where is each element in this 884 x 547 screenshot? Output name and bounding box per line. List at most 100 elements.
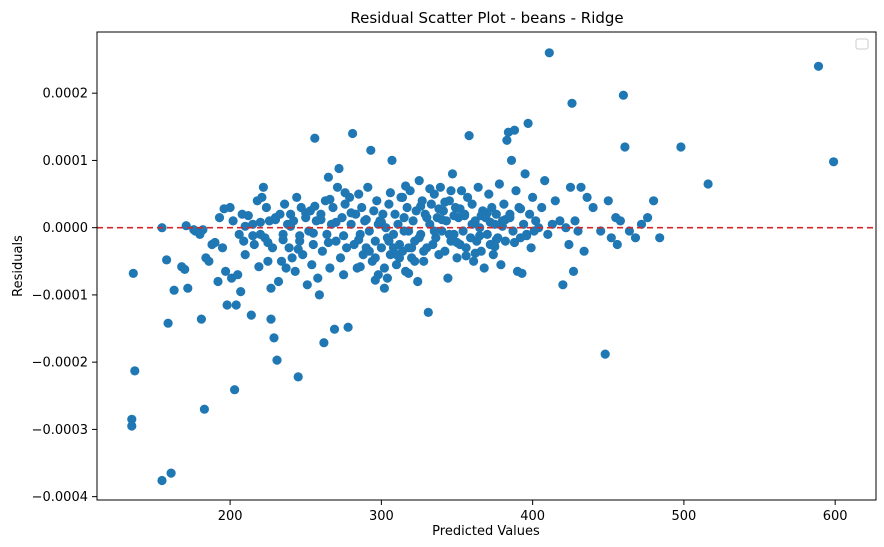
- scatter-point-24: [213, 276, 223, 287]
- scatter-point-292: [323, 237, 333, 248]
- scatter-point-321: [476, 211, 486, 221]
- scatter-point-293: [316, 215, 326, 225]
- scatter-point-242: [567, 98, 577, 108]
- scatter-point-91: [322, 229, 332, 239]
- scatter-point-243: [568, 266, 579, 276]
- scatter-point-302: [248, 231, 258, 241]
- scatter-point-235: [547, 219, 557, 229]
- scatter-point-180: [456, 186, 467, 196]
- y-tick-label-6: 0.0002: [43, 87, 89, 102]
- scatter-point-258: [620, 142, 630, 152]
- scatter-point-300: [263, 237, 273, 248]
- scatter-point-108: [348, 128, 358, 139]
- scatter-point-320: [470, 248, 480, 258]
- scatter-point-54: [266, 283, 276, 293]
- scatter-point-32: [228, 216, 238, 226]
- scatter-point-0: [128, 268, 138, 278]
- scatter-point-311: [364, 246, 374, 256]
- scatter-point-71: [290, 266, 300, 276]
- scatter-point-318: [455, 204, 465, 214]
- scatter-point-89: [319, 338, 329, 348]
- scatter-point-171: [443, 273, 453, 283]
- scatter-point-297: [286, 221, 296, 231]
- scatter-point-324: [500, 215, 510, 225]
- scatter-point-305: [394, 253, 405, 263]
- scatter-point-120: [366, 145, 376, 155]
- scatter-point-57: [269, 333, 279, 343]
- scatter-point-238: [558, 280, 568, 290]
- scatter-point-152: [414, 176, 424, 186]
- scatter-point-166: [435, 182, 445, 192]
- x-tick-label-3: 500: [671, 509, 696, 524]
- scatter-point-201: [488, 250, 498, 260]
- scatter-point-72: [292, 192, 302, 202]
- y-tick-label-3: −0.0001: [32, 288, 88, 303]
- y-tick-label-1: −0.0003: [32, 423, 88, 438]
- scatter-point-209: [500, 236, 510, 246]
- scatter-point-28: [221, 266, 231, 276]
- scatter-point-245: [573, 226, 583, 236]
- scatter-point-184: [463, 192, 473, 202]
- scatter-point-208: [499, 199, 509, 209]
- scatter-point-142: [399, 213, 409, 223]
- chart-title: Residual Scatter Plot - beans - Ridge: [350, 9, 623, 27]
- scatter-point-26: [217, 243, 228, 253]
- scatter-point-30: [225, 202, 235, 213]
- scatter-point-233: [543, 229, 553, 239]
- scatter-point-34: [231, 300, 241, 310]
- scatter-point-298: [278, 235, 288, 245]
- scatter-point-136: [390, 209, 400, 219]
- scatter-point-21: [204, 256, 214, 266]
- scatter-point-309: [379, 263, 389, 273]
- scatter-point-272: [422, 213, 432, 223]
- scatter-point-244: [570, 216, 580, 226]
- scatter-point-13: [183, 283, 193, 293]
- scatter-point-127: [376, 243, 386, 253]
- scatter-point-67: [284, 243, 294, 253]
- scatter-point-9: [169, 285, 179, 295]
- scatter-point-236: [550, 196, 560, 206]
- scatter-point-220: [517, 268, 527, 278]
- scatter-point-135: [388, 229, 399, 239]
- y-axis-label: Residuals: [11, 235, 26, 297]
- scatter-point-325: [509, 237, 520, 248]
- scatter-point-206: [496, 260, 506, 270]
- scatter-point-73: [293, 372, 303, 382]
- scatter-point-291: [331, 217, 341, 227]
- scatter-point-290: [339, 231, 349, 241]
- scatter-point-151: [413, 276, 423, 287]
- scatter-point-36: [234, 229, 244, 239]
- scatter-point-310: [370, 253, 380, 263]
- scatter-point-241: [565, 182, 576, 192]
- scatter-point-333: [404, 268, 414, 278]
- scatter-point-262: [643, 213, 653, 223]
- scatter-point-138: [393, 219, 403, 229]
- scatter-point-112: [354, 189, 364, 199]
- scatter-point-128: [378, 209, 388, 219]
- scatter-point-332: [382, 273, 392, 283]
- scatter-point-48: [257, 192, 267, 202]
- legend-box: [855, 38, 869, 50]
- scatter-point-216: [511, 186, 521, 196]
- scatter-point-2: [127, 421, 137, 431]
- scatter-point-266: [703, 179, 713, 189]
- scatter-point-331: [446, 186, 456, 196]
- scatter-point-100: [335, 253, 346, 263]
- scatter-point-86: [314, 290, 324, 300]
- scatter-point-282: [460, 211, 470, 221]
- scatter-point-213: [506, 155, 517, 165]
- scatter-point-334: [370, 275, 380, 285]
- scatter-point-256: [615, 216, 626, 226]
- scatter-point-287: [361, 215, 371, 225]
- scatter-point-205: [494, 179, 504, 189]
- scatter-point-81: [307, 260, 317, 270]
- scatter-point-225: [525, 209, 535, 219]
- scatter-point-129: [379, 283, 389, 293]
- scatter-point-257: [618, 90, 629, 100]
- scatter-point-96: [329, 324, 340, 334]
- scatter-point-119: [364, 226, 374, 236]
- scatter-point-144: [402, 202, 412, 213]
- scatter-point-259: [624, 226, 635, 236]
- scatter-point-155: [419, 256, 429, 266]
